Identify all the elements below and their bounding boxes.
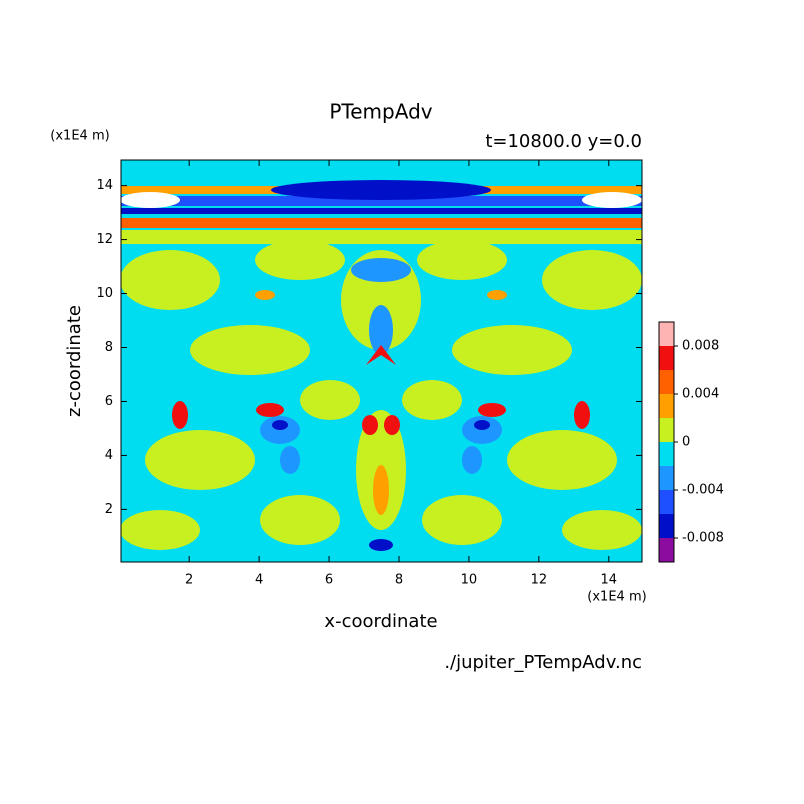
colorbar-tick-label: 0.008: [682, 339, 719, 354]
y-tick-label: 4: [105, 448, 113, 463]
source-file: ./jupiter_PTempAdv.nc: [444, 652, 642, 673]
colorbar-tick-label: -0.004: [682, 483, 724, 498]
y-tick-label: 14: [96, 178, 113, 193]
x-tick-label: 6: [325, 573, 333, 588]
y-tick-label: 2: [105, 502, 113, 517]
y-tick-label: 8: [105, 340, 113, 355]
colorbar-band: [659, 466, 674, 490]
x-tick-label: 14: [601, 573, 618, 588]
colorbar-band: [659, 490, 674, 514]
y-unit: (x1E4 m): [50, 129, 109, 144]
y-axis-label: z-coordinate: [64, 305, 85, 417]
x-axis-label: x-coordinate: [324, 611, 437, 632]
colorbar-tick-label: 0.004: [682, 387, 719, 402]
colorbar-band: [659, 418, 674, 442]
colorbar-band: [659, 442, 674, 466]
x-tick-label: 2: [185, 573, 193, 588]
colorbar-band: [659, 538, 674, 562]
contour-field: [121, 160, 642, 562]
y-tick-label: 10: [96, 286, 113, 301]
colorbar-band: [659, 322, 674, 346]
colorbar-band: [659, 346, 674, 370]
colorbar-band: [659, 394, 674, 418]
chart-subtitle: t=10800.0 y=0.0: [485, 131, 642, 152]
x-tick-label: 12: [531, 573, 548, 588]
plot-frame: [120, 159, 643, 563]
colorbar-band: [659, 514, 674, 538]
colorbar-tick-label: 0: [682, 435, 690, 450]
x-unit: (x1E4 m): [587, 590, 646, 605]
x-tick-label: 10: [461, 573, 478, 588]
x-tick-label: 4: [255, 573, 263, 588]
colorbar-tick-label: -0.008: [682, 531, 724, 546]
x-tick-label: 8: [395, 573, 403, 588]
y-tick-label: 6: [105, 394, 113, 409]
chart-title: PTempAdv: [329, 100, 432, 124]
y-tick-label: 12: [96, 232, 113, 247]
colorbar-band: [659, 370, 674, 394]
